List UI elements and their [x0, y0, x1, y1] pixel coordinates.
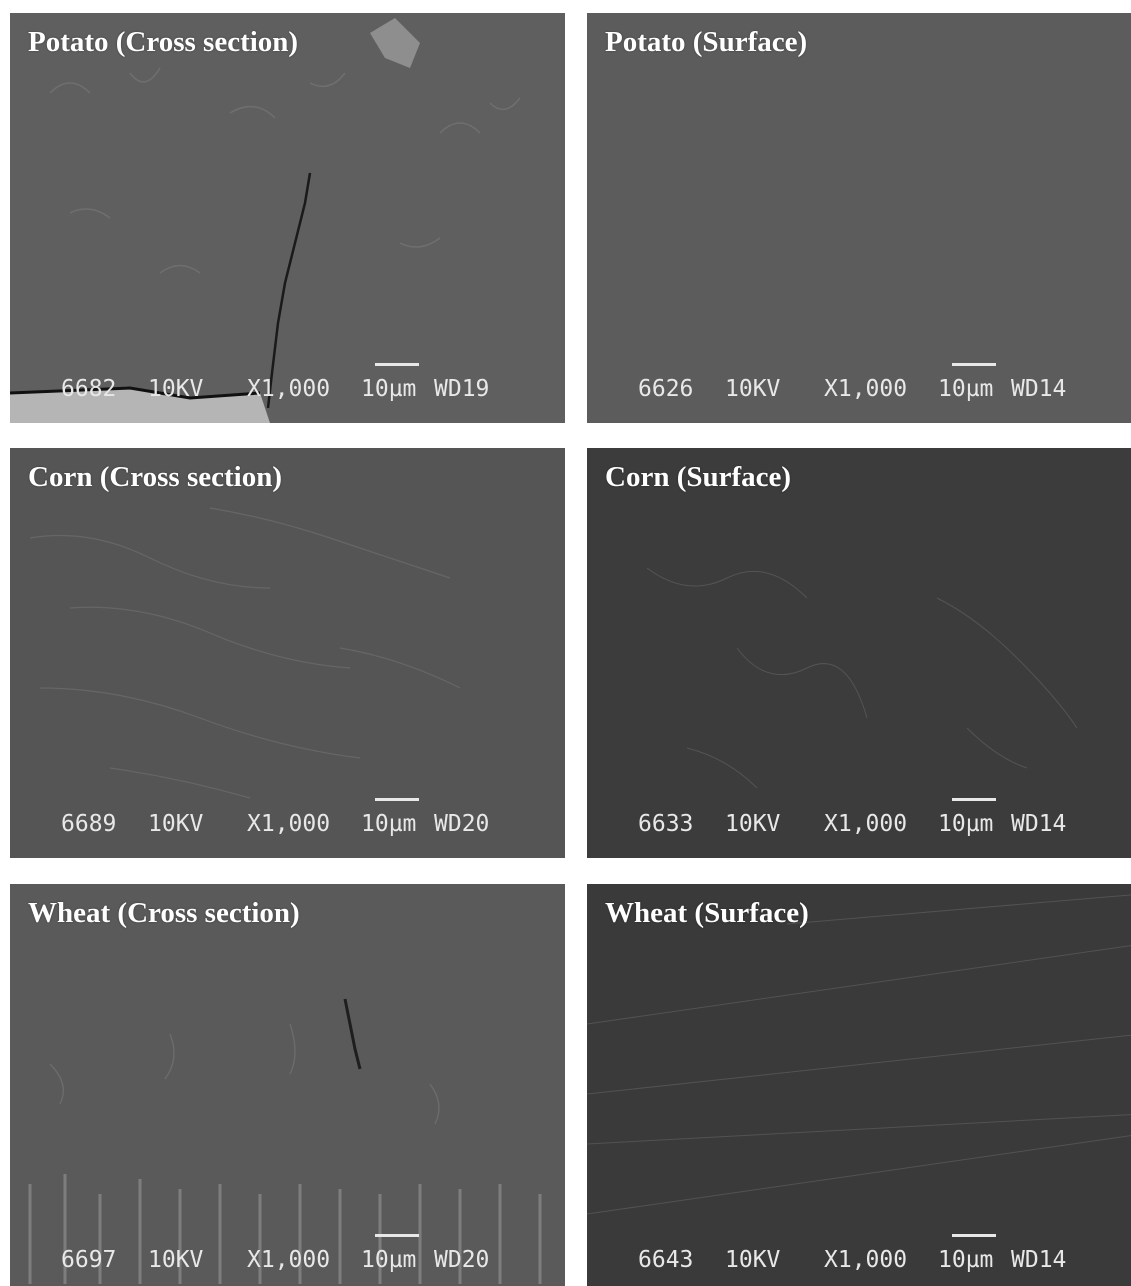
sem-micrograph-image: [587, 13, 1131, 423]
sample-id: 6682: [61, 376, 117, 402]
scale-bar: [952, 798, 996, 801]
scale-bar: [375, 1234, 419, 1237]
sem-databar: 6643 10KV X1,000 10µm WD14: [587, 1240, 1131, 1280]
sem-databar: 6689 10KV X1,000 10µm WD20: [10, 804, 565, 844]
magnification: X1,000: [824, 811, 908, 837]
working-distance: WD14: [1011, 1247, 1067, 1273]
accelerating-voltage: 10KV: [725, 1247, 781, 1273]
scale-label: 10µm: [361, 1247, 417, 1273]
working-distance: WD20: [434, 1247, 490, 1273]
sem-databar: 6626 10KV X1,000 10µm WD14: [587, 369, 1131, 409]
accelerating-voltage: 10KV: [725, 376, 781, 402]
accelerating-voltage: 10KV: [148, 1247, 204, 1273]
working-distance: WD14: [1011, 376, 1067, 402]
panel-title: Corn (Surface): [605, 461, 792, 493]
sample-id: 6643: [638, 1247, 694, 1273]
sem-panel-potato-surface: Potato (Surface) 6626 10KV X1,000 10µm W…: [587, 13, 1131, 423]
scale-label: 10µm: [938, 376, 994, 402]
panel-title: Wheat (Surface): [605, 897, 809, 929]
scale-label: 10µm: [938, 1247, 994, 1273]
sample-id: 6697: [61, 1247, 117, 1273]
sem-micrograph-image: [10, 448, 565, 858]
panel-title: Corn (Cross section): [28, 461, 282, 493]
sem-micrograph-image: [587, 884, 1131, 1286]
panel-title: Potato (Surface): [605, 26, 808, 58]
sem-databar: 6682 10KV X1,000 10µm WD19: [10, 369, 565, 409]
panel-title: Wheat (Cross section): [28, 897, 300, 929]
magnification: X1,000: [247, 376, 331, 402]
scale-label: 10µm: [361, 811, 417, 837]
sem-databar: 6697 10KV X1,000 10µm WD20: [10, 1240, 565, 1280]
magnification: X1,000: [824, 376, 908, 402]
scale-label: 10µm: [361, 376, 417, 402]
sem-micrograph-image: [587, 448, 1131, 858]
sem-databar: 6633 10KV X1,000 10µm WD14: [587, 804, 1131, 844]
sem-panel-wheat-cross-section: Wheat (Cross section) 6697 10KV X1,000 1…: [10, 884, 565, 1286]
accelerating-voltage: 10KV: [148, 376, 204, 402]
sem-micrograph-image: [10, 884, 565, 1286]
sample-id: 6689: [61, 811, 117, 837]
working-distance: WD14: [1011, 811, 1067, 837]
working-distance: WD20: [434, 811, 490, 837]
sample-id: 6626: [638, 376, 694, 402]
scale-bar: [375, 363, 419, 366]
scale-bar: [952, 1234, 996, 1237]
sem-panel-potato-cross-section: Potato (Cross section) 6682 10KV X1,000 …: [10, 13, 565, 423]
sem-panel-wheat-surface: Wheat (Surface) 6643 10KV X1,000 10µm WD…: [587, 884, 1131, 1286]
sem-panel-corn-cross-section: Corn (Cross section) 6689 10KV X1,000 10…: [10, 448, 565, 858]
panel-title: Potato (Cross section): [28, 26, 299, 58]
sem-panel-corn-surface: Corn (Surface) 6633 10KV X1,000 10µm WD1…: [587, 448, 1131, 858]
scale-bar: [952, 363, 996, 366]
working-distance: WD19: [434, 376, 490, 402]
sample-id: 6633: [638, 811, 694, 837]
scale-label: 10µm: [938, 811, 994, 837]
sem-micrograph-image: [10, 13, 565, 423]
scale-bar: [375, 798, 419, 801]
accelerating-voltage: 10KV: [725, 811, 781, 837]
accelerating-voltage: 10KV: [148, 811, 204, 837]
magnification: X1,000: [824, 1247, 908, 1273]
magnification: X1,000: [247, 811, 331, 837]
magnification: X1,000: [247, 1247, 331, 1273]
